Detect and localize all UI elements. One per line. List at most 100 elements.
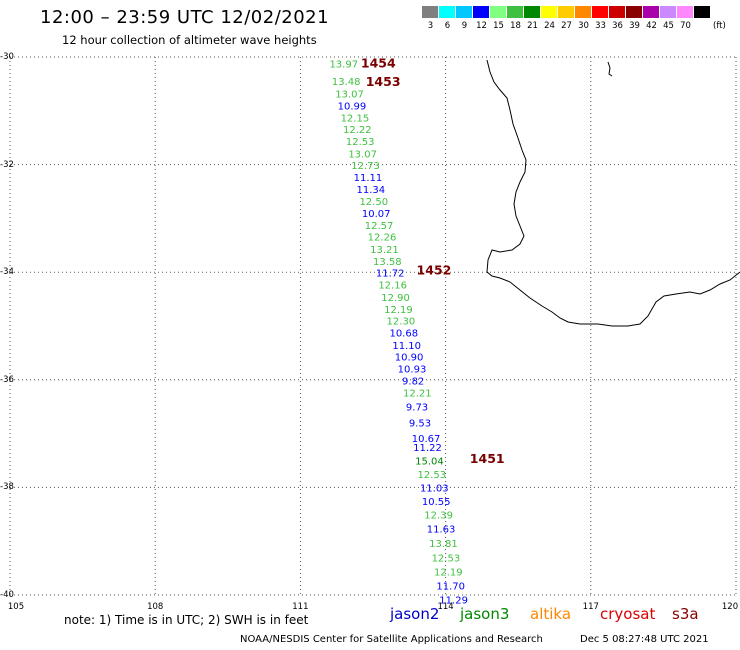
legend-swatch [592,6,609,18]
wave-height-value: 13.48 [332,77,361,88]
legend-swatch [507,6,524,18]
legend-label: 9 [461,21,468,31]
legend-swatch [456,6,473,18]
wave-height-value: 11.03 [420,483,449,494]
wave-height-value: 13.21 [370,245,399,256]
latitude-label: -32 [0,159,14,170]
legend-swatch [609,6,626,18]
australia-coastline [486,59,740,327]
wave-height-value: 10.93 [398,365,427,376]
legend-label: 42 [646,21,657,31]
wave-height-value: 12.53 [432,553,461,564]
wave-height-value: 11.72 [376,269,405,280]
legend-label: 21 [527,21,538,31]
legend-swatch [677,6,694,18]
wave-height-value: 13.97 [329,59,358,70]
footer-note: note: 1) Time is in UTC; 2) SWH is in fe… [64,613,309,627]
wave-height-value: 11.10 [392,341,421,352]
wave-height-value: 12.53 [418,470,447,481]
wave-height-value: 13.58 [373,257,402,268]
wave-height-value: 12.73 [351,161,380,172]
wave-height-value: 11.29 [439,595,468,606]
pass-numbers: 1454 1453 1452 1451 [361,55,505,465]
wave-height-value: 12.30 [387,317,416,328]
legend-swatch [422,6,439,18]
color-scale-labels: 3 6 9 12 15 18 21 24 27 30 33 36 39 42 45 70 [422,21,694,31]
legend-label: 27 [561,21,572,31]
legend-swatch [439,6,456,18]
wave-height-value: 10.68 [389,328,418,339]
wave-height-value: 12.16 [378,281,407,292]
wave-height-value: 13.07 [335,90,364,101]
wave-height-value: 12.22 [343,125,372,136]
legend-swatch [558,6,575,18]
legend-label: 3 [427,21,434,31]
wave-height-value: 12.26 [368,233,397,244]
legend-label: 30 [578,21,589,31]
legend-label: 70 [680,21,691,31]
legend-label: 39 [629,21,640,31]
legend-swatch [643,6,660,18]
legend-label: 6 [444,21,451,31]
satellite-legend-altika: altika [530,605,572,623]
latitude-label: -30 [0,52,14,62]
wave-height-value: 11.63 [427,524,456,535]
legend-swatch [660,6,677,18]
longitude-label: 111 [292,602,309,612]
wave-height-value: 11.34 [357,185,386,196]
wave-height-value: 9.82 [402,376,424,387]
wave-height-value: 12.15 [341,113,370,124]
wave-height-value: 12.50 [359,197,388,208]
longitude-label: 120 [721,602,739,612]
wave-height-value: 12.90 [381,293,410,304]
pass-number-label: 1453 [366,74,401,89]
wave-height-value: 10.55 [422,497,451,508]
satellite-legend-jason2: jason2 [390,605,440,623]
wave-height-value: 10.07 [362,209,391,220]
legend-label: 33 [595,21,606,31]
longitude-label: 114 [437,602,454,612]
wave-height-value: 11.70 [436,581,465,592]
wave-height-value: 9.53 [409,418,431,429]
credit-date: Dec 5 08:27:48 UTC 2021 [580,634,709,645]
legend-unit: (ft) [713,21,726,31]
wave-height-value: 15.04 [415,457,444,468]
legend-label: 24 [544,21,555,31]
legend-label: 15 [493,21,504,31]
wave-height-value: 9.73 [406,403,428,414]
wave-height-value: 12.21 [403,389,432,400]
pass-number-label: 1451 [470,451,505,466]
legend-swatch [541,6,558,18]
legend-swatch [524,6,541,18]
latitude-label: -36 [0,374,14,385]
latitude-label: -38 [0,482,14,493]
legend-swatch [575,6,592,18]
legend-label: 45 [663,21,674,31]
wave-height-value: 10.90 [395,353,424,364]
wave-height-value: 12.53 [346,137,375,148]
legend-label: 36 [612,21,623,31]
legend-swatch [694,6,711,18]
legend-swatch [473,6,490,18]
legend-swatch [490,6,507,18]
longitude-label: 108 [147,602,164,612]
wave-height-value: 11.22 [413,443,442,454]
wave-height-value: 10.67 [412,434,441,445]
longitude-label: 117 [582,602,599,612]
color-scale-legend [422,6,711,18]
legend-label: 12 [476,21,487,31]
satellite-legend-s3a: s3a [672,605,699,623]
credit-text: NOAA/NESDIS Center for Satellite Applica… [240,634,543,645]
latitude-label: -34 [0,267,14,278]
satellite-legend-jason3: jason3 [460,605,510,623]
pass-number-label: 1454 [361,55,396,70]
map-title: 12:00 – 23:59 UTC 12/02/2021 [40,7,330,28]
pass-number-label: 1452 [417,263,452,278]
wave-height-value: 12.19 [434,567,463,578]
wave-height-value: 10.99 [338,101,367,112]
wave-height-value: 13.81 [429,539,458,550]
lat-lon-grid [9,56,737,596]
legend-swatch [626,6,643,18]
wave-height-value: 13.07 [348,149,377,160]
